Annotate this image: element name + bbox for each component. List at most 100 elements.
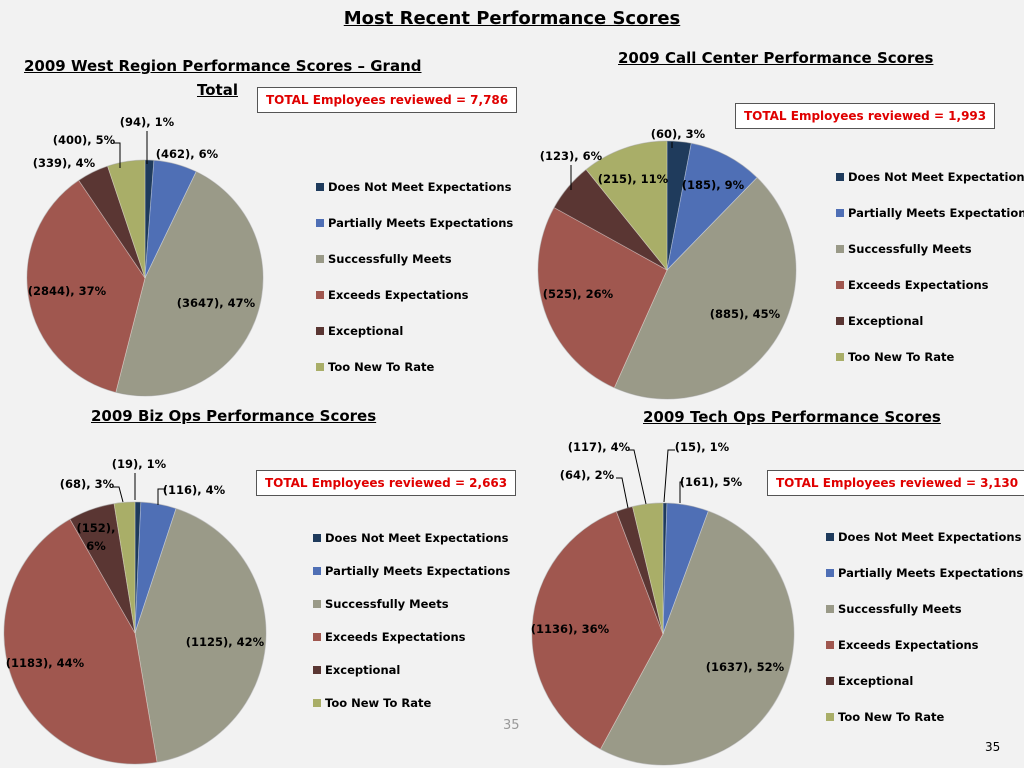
legend-swatch: [826, 677, 834, 685]
pie-slice-too-new-to-rate: [113, 501, 136, 634]
legend-item-exceptional: Exceptional: [826, 674, 913, 688]
legend-item-does-not-meet-expectations: Does Not Meet Expectations: [836, 170, 1024, 184]
total-box-west: TOTAL Employees reviewed = 7,786: [257, 87, 518, 113]
pie-chart-0: (94), 1% (462), 6% (3647), 47% (2844), 37% (…: [26, 115, 264, 397]
legend-swatch: [826, 605, 834, 613]
data-label: (339), 4%: [33, 156, 96, 170]
legend-swatch: [316, 291, 324, 299]
legend-item-successfully-meets: Successfully Meets: [826, 602, 962, 616]
leader-line: [113, 486, 124, 503]
legend-label: Does Not Meet Expectations: [838, 530, 1022, 544]
pie-slice-does-not-meet-expectations: [662, 502, 668, 635]
legend-label: Partially Meets Expectations: [328, 216, 514, 230]
legend-item-does-not-meet-expectations: Does Not Meet Expectations: [316, 180, 511, 194]
legend-swatch: [826, 641, 834, 649]
leader-line: [628, 449, 647, 505]
data-label: (1183), 44%: [6, 656, 85, 670]
pie-slice-too-new-to-rate: [632, 502, 664, 635]
chart-title-tech-ops: 2009 Tech Ops Performance Scores: [643, 408, 941, 426]
data-label: (116), 4%: [163, 483, 226, 497]
legend-swatch: [836, 209, 844, 217]
legend-item-successfully-meets: Successfully Meets: [316, 252, 452, 266]
legend-swatch: [826, 569, 834, 577]
data-label: (152), 6%: [77, 521, 116, 553]
legend-item-exceptional: Exceptional: [313, 663, 400, 677]
pie-slice-too-new-to-rate: [585, 140, 668, 272]
data-label: (94), 1%: [120, 115, 175, 129]
pie-slice-partially-meets-expectations: [134, 501, 177, 634]
legend-swatch: [836, 173, 844, 181]
pie-slice-successfully-meets: [613, 177, 797, 400]
legend-swatch: [316, 255, 324, 263]
legend-swatch: [313, 534, 321, 542]
chart-title-west: 2009 West Region Performance Scores – Gr…: [24, 57, 422, 75]
legend-swatch: [826, 533, 834, 541]
legend-swatch: [836, 317, 844, 325]
legend-item-exceeds-expectations: Exceeds Expectations: [316, 288, 469, 302]
pie-slice-exceeds-expectations: [531, 511, 664, 750]
legend-item-exceeds-expectations: Exceeds Expectations: [836, 278, 989, 292]
legend-swatch: [826, 713, 834, 721]
chart-title-west-line2: Total: [197, 81, 238, 99]
legend-label: Exceeds Expectations: [838, 638, 979, 652]
pie-slice-partially-meets-expectations: [144, 159, 197, 279]
legend-label: Exceptional: [325, 663, 401, 677]
chart-title-call-center: 2009 Call Center Performance Scores: [618, 49, 934, 67]
legend-swatch: [836, 245, 844, 253]
legend-item-does-not-meet-expectations: Does Not Meet Expectations: [826, 530, 1021, 544]
total-box-call-center: TOTAL Employees reviewed = 1,993: [735, 103, 996, 129]
leader-line: [616, 477, 629, 509]
pie-slice-exceptional: [78, 165, 146, 279]
pie-slice-too-new-to-rate: [107, 159, 146, 279]
legend-swatch: [313, 699, 321, 707]
legend-swatch: [316, 219, 324, 227]
pie-slice-successfully-meets: [134, 508, 267, 763]
legend-item-partially-meets-expectations: Partially Meets Expectations: [313, 564, 510, 578]
page-title: Most Recent Performance Scores: [343, 8, 681, 29]
pie-chart-1: (60), 3% (185), 9% (885), 45% (525), 26% (12…: [537, 127, 797, 400]
legend-item-successfully-meets: Successfully Meets: [313, 597, 449, 611]
pie-slice-exceptional: [615, 506, 664, 635]
legend-item-too-new-to-rate: Too New To Rate: [826, 710, 944, 724]
leader-line: [679, 481, 683, 503]
slide-number: 35: [503, 718, 520, 733]
legend-item-too-new-to-rate: Too New To Rate: [836, 350, 954, 364]
data-label: (15), 1%: [675, 440, 730, 454]
page-number: 35: [985, 740, 1001, 754]
legend-item-too-new-to-rate: Too New To Rate: [316, 360, 434, 374]
legend-item-partially-meets-expectations: Partially Meets Expectations: [316, 216, 513, 230]
legend-swatch: [836, 281, 844, 289]
leader-line: [157, 488, 166, 505]
data-label: (462), 6%: [156, 147, 219, 161]
data-label: (215), 11%: [598, 172, 669, 186]
legend-label: Successfully Meets: [838, 602, 962, 616]
pie-slice-successfully-meets: [599, 510, 795, 766]
data-label: (2844), 37%: [28, 284, 107, 298]
legend-item-partially-meets-expectations: Partially Meets Expectations: [826, 566, 1023, 580]
pie-outline: [26, 159, 264, 397]
pie-slice-exceeds-expectations: [537, 207, 668, 389]
legend-label: Too New To Rate: [328, 360, 435, 374]
pie-slice-exceeds-expectations: [26, 179, 146, 393]
data-label: (64), 2%: [560, 468, 615, 482]
data-label: (161), 5%: [680, 475, 743, 489]
data-label: (1637), 52%: [706, 660, 785, 674]
pie-outline: [537, 140, 797, 400]
data-label: (123), 6%: [540, 149, 603, 163]
legend-label: Too New To Rate: [325, 696, 432, 710]
legend-swatch: [836, 353, 844, 361]
legend-swatch: [313, 633, 321, 641]
pie-slice-exceeds-expectations: [3, 518, 158, 765]
total-box-tech-ops: TOTAL Employees reviewed = 3,130: [767, 470, 1024, 496]
data-label: (1136), 36%: [531, 622, 610, 636]
data-label: (60), 3%: [651, 127, 706, 141]
pie-outline: [3, 501, 267, 765]
legend-label: Exceptional: [838, 674, 914, 688]
pie-slice-successfully-meets: [115, 171, 264, 397]
chart-title-biz-ops: 2009 Biz Ops Performance Scores: [91, 407, 377, 425]
legend-label: Successfully Meets: [848, 242, 972, 256]
legend-label: Successfully Meets: [328, 252, 452, 266]
pie-slice-does-not-meet-expectations: [144, 159, 155, 279]
leader-line: [663, 449, 675, 503]
